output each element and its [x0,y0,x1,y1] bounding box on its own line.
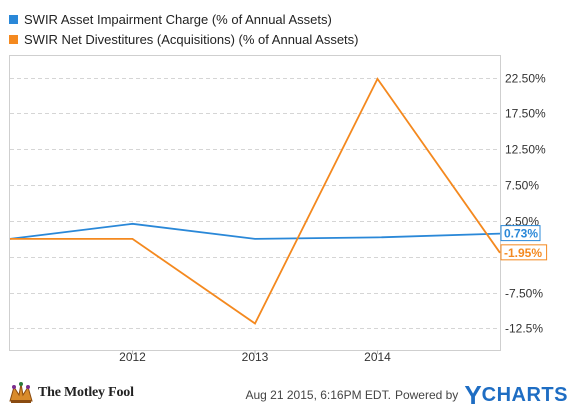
x-tick-label: 2013 [242,350,269,364]
plot-frame [9,55,501,351]
chart-area: 22.50% 17.50% 12.50% 7.50% 2.50% -7.50% -12.5%… [9,55,548,364]
footer: The Motley Fool Aug 21 2015, 6:16PM EDT.… [0,376,580,413]
y-tick-label: -12.5% [505,322,543,336]
y-tick-label: -7.50% [505,287,543,301]
y-tick-label: 22.50% [505,72,546,86]
series-line-1 [10,77,501,325]
ycharts-logo-text: CHARTS [481,384,568,406]
end-value-labels: 0.73% -1.95% [500,225,548,261]
grid-lines [10,78,500,329]
end-label-0: 0.73% [504,227,538,241]
end-label-box-0 [500,225,541,242]
end-label-1: -1.95% [504,246,542,260]
y-tick-label: 7.50% [505,179,539,193]
x-axis-labels: 2012 2013 2014 [119,350,391,364]
series-line-0 [9,222,501,240]
series-lines [9,77,501,325]
motley-fool-wordmark: The Motley Fool [38,385,134,400]
x-tick-label: 2012 [119,350,146,364]
legend-label-impairment: SWIR Asset Impairment Charge (% of Annua… [24,11,332,27]
y-axis-labels: 22.50% 17.50% 12.50% 7.50% 2.50% -7.50% -12.5% [505,72,546,336]
legend-swatch-impairment [9,14,18,24]
chart-credit: Aug 21 2015, 6:16PM EDT. Powered by Y CH… [245,380,569,410]
timestamp: Aug 21 2015, 6:16PM EDT. [245,388,391,402]
powered-by-text: Powered by [394,388,459,402]
end-label-box-1 [500,244,548,261]
motley-fool-logo[interactable]: The Motley Fool [8,381,134,405]
legend-item-divestitures[interactable]: SWIR Net Divestitures (Acquisitions) (% … [9,29,359,49]
jester-hat-icon [9,382,33,403]
legend-item-impairment[interactable]: SWIR Asset Impairment Charge (% of Annua… [9,9,359,29]
y-tick-label: 17.50% [505,107,546,121]
x-tick-label: 2014 [364,350,391,364]
y-tick-label: 12.50% [505,143,546,157]
legend: SWIR Asset Impairment Charge (% of Annua… [9,9,359,49]
legend-swatch-divestitures [9,34,18,44]
ycharts-logo[interactable]: Y CHARTS [464,380,568,410]
legend-label-divestitures: SWIR Net Divestitures (Acquisitions) (% … [24,31,359,47]
ycharts-logo-y: Y [464,380,482,410]
y-tick-label: 2.50% [505,215,539,229]
